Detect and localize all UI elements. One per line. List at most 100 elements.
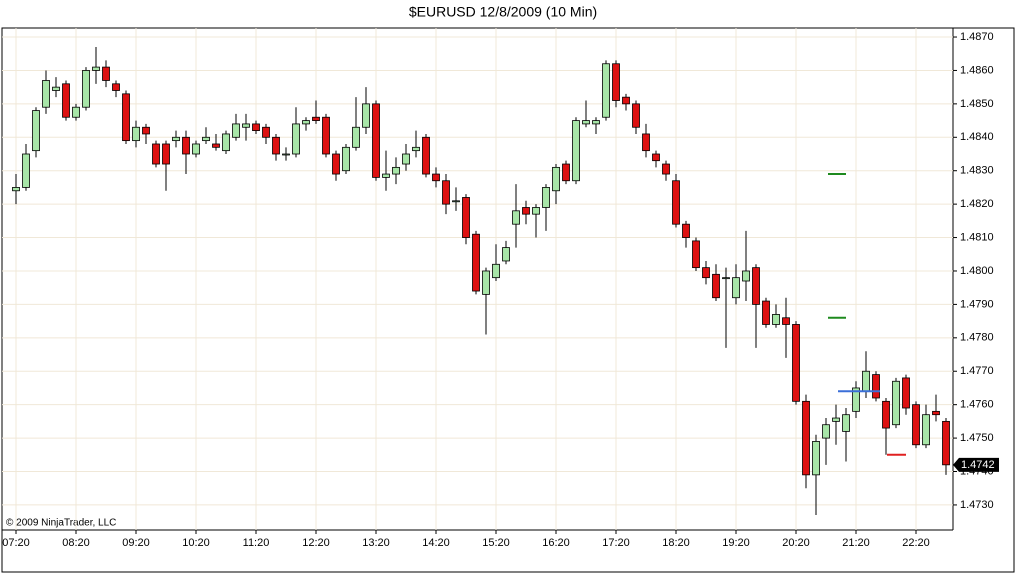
candle-body [32, 110, 40, 152]
candle-body [432, 173, 440, 182]
candle-body [462, 197, 470, 238]
candle-body [222, 133, 230, 152]
candle-body [582, 120, 590, 125]
candle-body [512, 210, 520, 225]
candle-body [832, 417, 840, 422]
x-tick-label: 11:20 [243, 537, 270, 549]
candle-body [272, 136, 280, 155]
y-tick-label: 1.4760 [960, 399, 994, 411]
y-tick-label: 1.4750 [960, 432, 994, 444]
candle-body [742, 270, 750, 282]
chart-title: $EURUSD 12/8/2009 (10 Min) [409, 4, 597, 20]
candle-body [922, 414, 930, 446]
candle-body [882, 400, 890, 429]
candle-body [22, 153, 30, 188]
x-tick-label: 14:20 [422, 537, 450, 549]
y-tick-label: 1.4850 [960, 98, 994, 110]
candle-body [82, 70, 90, 108]
candle-body [752, 267, 760, 305]
x-tick-label: 13:20 [362, 537, 390, 549]
x-tick-label: 16:20 [542, 537, 570, 549]
candle-body [422, 136, 430, 175]
candle-body [692, 240, 700, 269]
candle-body [792, 324, 800, 402]
candle-body [252, 123, 260, 132]
candle-body [762, 300, 770, 325]
candle-body [872, 374, 880, 399]
candle-body [442, 180, 450, 205]
candle-body [332, 153, 340, 175]
candle-body [492, 263, 500, 279]
candle-body [352, 126, 360, 148]
candle-body [242, 123, 250, 128]
y-tick-label: 1.4830 [960, 165, 994, 177]
candle-body [712, 273, 720, 299]
candle-body [192, 143, 200, 155]
y-tick-label: 1.4860 [960, 64, 994, 76]
candle-body [662, 163, 670, 175]
candle-body [52, 86, 60, 91]
last-price-label: 1.4742 [961, 459, 995, 471]
candle-body [542, 187, 550, 208]
candle-body [62, 83, 70, 118]
candle-body [162, 143, 170, 165]
candle-body [292, 123, 300, 155]
candle-body [682, 223, 690, 238]
candle-body [572, 120, 580, 182]
candle-body [382, 173, 390, 178]
y-tick-label: 1.4780 [960, 332, 994, 344]
candle-body [722, 277, 730, 280]
candle-body [212, 143, 220, 148]
candle-body [342, 146, 350, 172]
candle-body [402, 153, 410, 165]
candle-body [862, 370, 870, 392]
frame [1, 27, 1015, 573]
candle-body [822, 424, 830, 439]
candle-body [362, 103, 370, 128]
x-tick-label: 08:20 [62, 537, 90, 549]
candle-body [452, 200, 460, 203]
candle-body [772, 314, 780, 325]
candle-body [372, 103, 380, 178]
candle-body [652, 153, 660, 162]
candle-body [472, 233, 480, 292]
x-tick-label: 07:20 [2, 537, 30, 549]
copyright: © 2009 NinjaTrader, LLC [6, 518, 116, 529]
candle-body [12, 187, 20, 192]
candle-body [642, 133, 650, 152]
y-tick-label: 1.4770 [960, 365, 994, 377]
y-tick-label: 1.4870 [960, 31, 994, 43]
candle-body [42, 80, 50, 108]
candle-body [172, 136, 180, 142]
candle-body [592, 120, 600, 125]
x-tick-label: 09:20 [122, 537, 150, 549]
candle-body [902, 377, 910, 409]
candle-body [152, 143, 160, 165]
candle-body [112, 83, 120, 91]
x-tick-label: 22:20 [902, 537, 930, 549]
candle-body [622, 96, 630, 105]
candle-body [322, 116, 330, 155]
candle-body [942, 420, 950, 466]
candle-body [262, 126, 270, 138]
candle-body [202, 136, 210, 142]
candle-body [632, 103, 640, 128]
candle-body [522, 207, 530, 215]
candle-body [602, 63, 610, 118]
candle-body [702, 267, 710, 279]
candle-body [532, 207, 540, 215]
y-tick-label: 1.4820 [960, 198, 994, 210]
x-tick-label: 20:20 [782, 537, 810, 549]
candle-body [612, 63, 620, 101]
candle-body [802, 400, 810, 476]
candle-body [562, 163, 570, 182]
candle-body [72, 106, 80, 118]
candle-body [142, 126, 150, 135]
x-tick-label: 21:20 [842, 537, 870, 549]
candle-body [482, 270, 490, 295]
y-tick-label: 1.4800 [960, 265, 994, 277]
y-tick-label: 1.4790 [960, 298, 994, 310]
candle-body [302, 120, 310, 125]
